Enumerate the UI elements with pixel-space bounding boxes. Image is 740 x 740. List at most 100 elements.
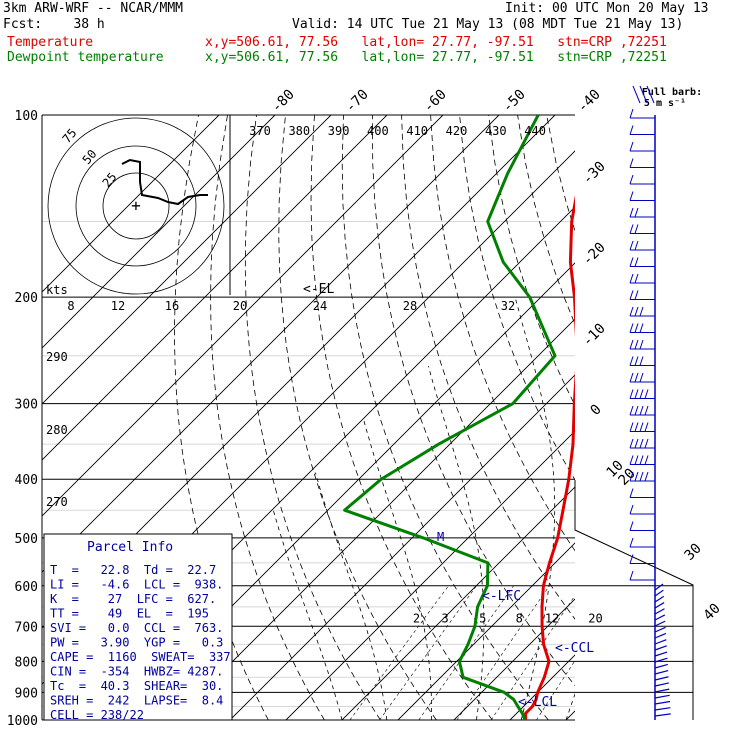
hodograph-ring bbox=[47, 117, 225, 295]
wind-barb-flag bbox=[644, 438, 649, 449]
valid-time: Valid: 14 UTC Tue 21 May 13 (08 MDT Tue … bbox=[292, 17, 684, 32]
moist-adiabat-line bbox=[611, 297, 740, 720]
wind-barb bbox=[654, 651, 668, 657]
dry-adiabat-line bbox=[341, 115, 549, 720]
wind-barb-flag bbox=[629, 240, 634, 251]
parcel-info-frame bbox=[43, 533, 233, 721]
wind-barb bbox=[629, 125, 655, 135]
dry-adiabat-line bbox=[692, 115, 740, 720]
wind-barb-flag bbox=[634, 207, 639, 218]
wind-barb-flag bbox=[629, 537, 634, 548]
theta-label: 280 bbox=[46, 423, 68, 437]
isotherm-line bbox=[42, 115, 444, 517]
wind-barb bbox=[629, 488, 655, 498]
wind-barb-flag bbox=[629, 488, 634, 498]
temperature-info: x,y=506.61, 77.56 lat,lon= 27.77, -97.51… bbox=[205, 35, 667, 50]
isotherm-line bbox=[229, 374, 575, 720]
ccl-marker: <-CCL bbox=[555, 641, 594, 656]
wind-barb bbox=[629, 570, 655, 581]
mixing-ratio-label: 5 bbox=[479, 612, 486, 626]
wind-barb bbox=[654, 688, 670, 693]
wind-barb bbox=[629, 504, 655, 515]
wind-barb-flag bbox=[629, 125, 634, 135]
wind-barb-flag bbox=[629, 224, 634, 234]
dry-adiabat-line bbox=[310, 115, 493, 720]
wind-barb bbox=[629, 158, 655, 168]
wind-barb bbox=[629, 422, 655, 432]
wind-barb-flag bbox=[629, 207, 634, 218]
lcl-marker: <-LCL bbox=[518, 695, 557, 710]
hodograph-trace bbox=[121, 158, 208, 206]
parcel-info-row: TT = 49 EL = 195 bbox=[50, 607, 209, 621]
mixing-ratio-label: 2 bbox=[413, 612, 420, 626]
wind-barb bbox=[654, 707, 671, 711]
wind-barb-flag bbox=[634, 422, 639, 432]
hodograph-ring-label: 75 bbox=[60, 126, 80, 146]
wind-barb bbox=[629, 207, 655, 218]
wind-barb bbox=[654, 670, 669, 675]
wind-barb-flag bbox=[629, 174, 634, 185]
isotherm-line bbox=[42, 115, 388, 461]
hodograph-speed-tick: 32 bbox=[501, 299, 515, 313]
pressure-label: 1000 bbox=[7, 714, 38, 729]
wind-barb-flag bbox=[629, 141, 634, 152]
theta-label: 380 bbox=[288, 124, 310, 138]
wind-barb bbox=[629, 240, 655, 251]
wind-barb bbox=[654, 614, 666, 621]
wind-barb-flag bbox=[634, 339, 639, 350]
dry-adiabat-line bbox=[517, 115, 575, 325]
hodograph-ring bbox=[75, 145, 197, 267]
wind-barb-flag bbox=[639, 372, 644, 383]
theta-label: 410 bbox=[406, 124, 428, 138]
pressure-label: 400 bbox=[15, 473, 38, 488]
parcel-info-row: T = 22.8 Td = 22.7 bbox=[50, 563, 216, 577]
wind-barb bbox=[654, 645, 667, 651]
mixing-ratio-label: 8 bbox=[516, 612, 523, 626]
m-marker: M bbox=[437, 530, 444, 544]
wind-barb-flag bbox=[629, 257, 634, 267]
isotherm-label: -60 bbox=[421, 87, 450, 116]
wind-barb-flag bbox=[639, 438, 644, 449]
isotherm-label: 40 bbox=[701, 601, 724, 624]
wind-barb-flag bbox=[629, 108, 634, 119]
dry-adiabat-line bbox=[401, 115, 575, 620]
wind-barb bbox=[629, 471, 655, 482]
wind-barb bbox=[629, 455, 655, 465]
wind-barb bbox=[654, 639, 667, 645]
el-marker: <-EL bbox=[303, 282, 334, 297]
wind-barb bbox=[629, 537, 655, 548]
theta-label: 390 bbox=[328, 124, 350, 138]
wind-barb-flag bbox=[639, 339, 644, 350]
theta-label: 370 bbox=[249, 124, 271, 138]
isotherm-label: -40 bbox=[575, 87, 604, 116]
hodograph-speed-tick: 28 bbox=[403, 299, 417, 313]
wind-barb-flag bbox=[634, 323, 639, 333]
wind-barb bbox=[654, 682, 670, 687]
wind-barb bbox=[629, 141, 655, 152]
wind-barb-flag bbox=[639, 389, 644, 399]
wind-barb-flag bbox=[634, 405, 639, 416]
wind-barb-flag bbox=[629, 471, 634, 482]
wind-barb bbox=[654, 626, 666, 633]
isotherm-label: -70 bbox=[343, 87, 372, 116]
wind-barb-flag bbox=[629, 273, 634, 284]
isotherm-line bbox=[42, 115, 276, 349]
hodograph-speed-tick: 20 bbox=[233, 299, 247, 313]
wind-barb-flag bbox=[634, 438, 639, 449]
parcel-info-row: CELL = 238/22 bbox=[50, 708, 144, 722]
wind-barb-flag bbox=[629, 455, 634, 465]
wind-barb-flag bbox=[629, 389, 634, 399]
wind-barb bbox=[629, 224, 655, 234]
wind-key-value: 5 m s⁻¹ bbox=[644, 98, 686, 109]
isotherm-line bbox=[453, 598, 575, 720]
isotherm-label: -80 bbox=[269, 87, 298, 116]
wind-barb bbox=[654, 700, 671, 705]
wind-barb-flag bbox=[644, 405, 649, 416]
wind-barb bbox=[654, 602, 665, 609]
mixing-ratio-line bbox=[349, 585, 449, 720]
hodograph-ring bbox=[102, 172, 170, 240]
wind-barb bbox=[654, 595, 665, 603]
wind-barb bbox=[654, 694, 670, 699]
dry-adiabat-line bbox=[634, 115, 740, 720]
